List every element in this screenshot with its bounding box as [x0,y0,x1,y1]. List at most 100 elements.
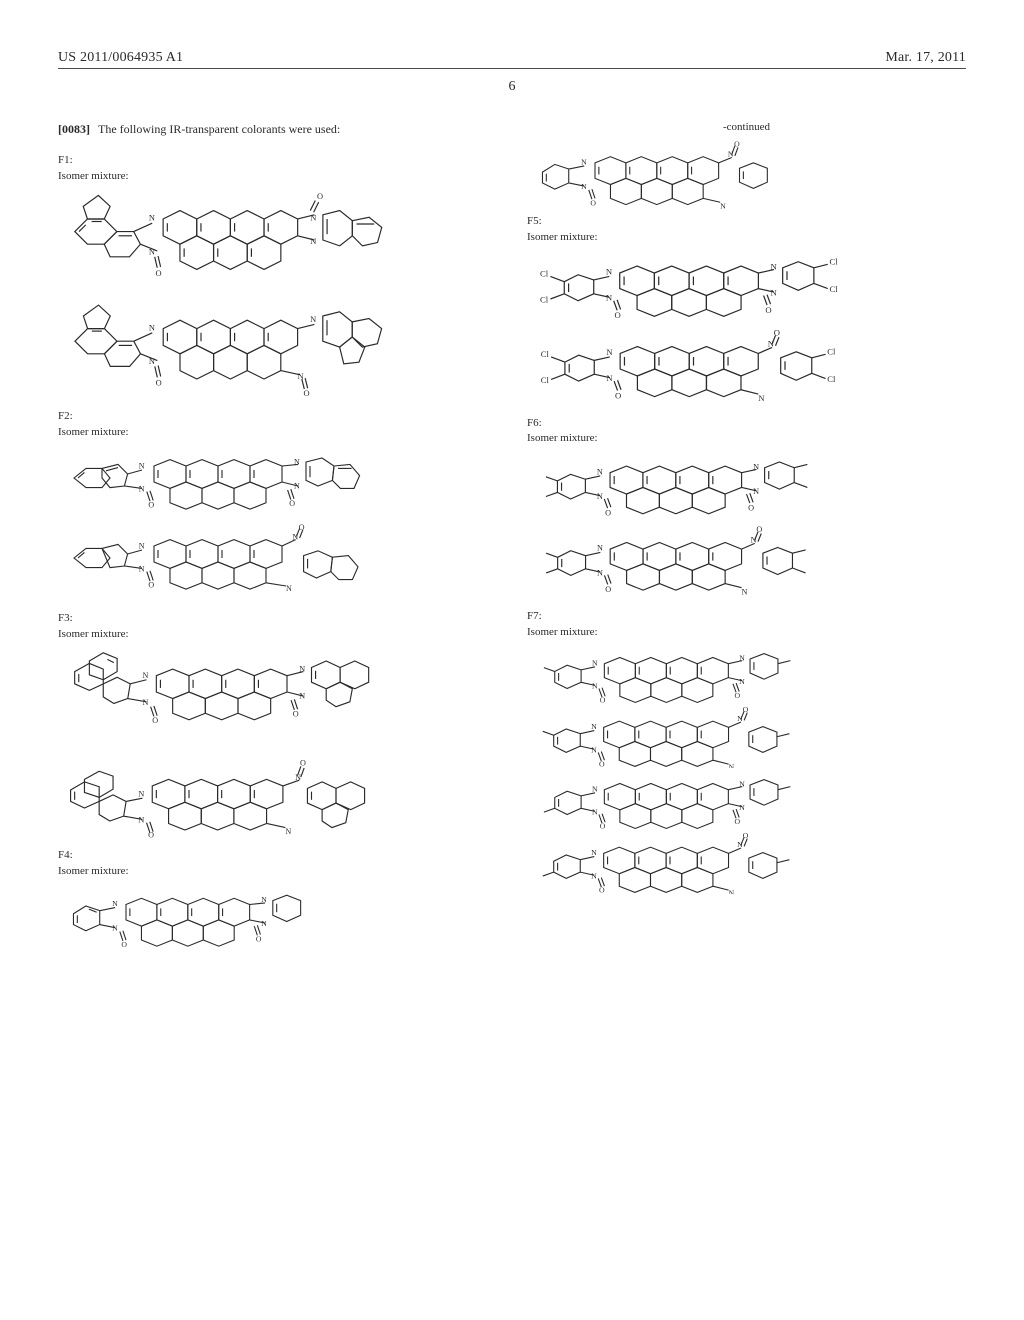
svg-text:N: N [606,373,613,383]
svg-text:N: N [768,338,775,348]
svg-text:N: N [139,541,145,550]
svg-text:N: N [149,214,155,223]
svg-text:N: N [149,357,155,366]
f1-structure-2: N N N N O O [58,295,497,400]
f4-structure-2: N N N N O O [527,137,966,215]
left-column: [0083] The following IR-transparent color… [58,121,497,965]
f2-structure-1: N N N N O O [58,442,497,522]
paragraph-number: [0083] [58,122,90,136]
svg-text:Cl: Cl [540,294,549,304]
svg-text:N: N [751,536,757,545]
continued-label: -continued [527,121,966,133]
f5-label: F5: [527,215,966,229]
svg-text:Cl: Cl [541,348,550,358]
svg-text:O: O [156,269,162,278]
f6-label: F6: [527,417,966,431]
svg-text:N: N [581,182,587,191]
svg-text:N: N [261,895,267,904]
svg-text:N: N [606,266,613,276]
svg-text:N: N [729,762,735,767]
svg-text:O: O [735,690,741,699]
svg-text:O: O [148,500,154,509]
svg-text:Cl: Cl [829,256,838,266]
f6-subtitle: Isomer mixture: [527,432,966,446]
svg-text:N: N [737,840,743,849]
svg-text:N: N [142,698,148,707]
svg-text:N: N [592,681,598,690]
svg-text:N: N [720,201,726,210]
svg-text:N: N [728,150,734,159]
svg-text:N: N [771,287,778,297]
f3-structure-1: N N N N O O [58,643,497,741]
svg-text:N: N [606,347,613,357]
svg-text:O: O [605,585,611,594]
svg-text:N: N [142,671,148,680]
svg-text:N: N [310,315,316,324]
svg-text:N: N [591,745,597,754]
f7-structure-1: N N N N O O [527,642,966,704]
paragraph-0083: [0083] The following IR-transparent color… [58,121,497,138]
svg-text:O: O [743,704,749,713]
svg-text:O: O [300,759,306,768]
f3-subtitle: Isomer mixture: [58,628,497,642]
svg-text:N: N [739,676,745,685]
f4-subtitle: Isomer mixture: [58,865,497,879]
svg-text:N: N [310,238,316,247]
svg-text:N: N [737,714,743,723]
svg-text:N: N [261,919,267,928]
svg-text:N: N [591,721,597,730]
svg-text:Cl: Cl [541,374,550,384]
svg-text:N: N [591,871,597,880]
svg-text:O: O [599,759,605,768]
svg-text:N: N [299,665,305,674]
svg-text:O: O [256,934,262,943]
svg-text:O: O [765,304,771,314]
svg-text:O: O [289,499,295,508]
svg-text:N: N [597,544,603,553]
entry-f7: F7: Isomer mixture: [527,610,966,894]
svg-text:N: N [149,248,155,257]
f7-structure-2: N N N N O O [527,704,966,768]
svg-text:N: N [285,827,291,836]
entry-f1: F1: Isomer mixture: [58,154,497,401]
svg-text:O: O [156,379,162,388]
svg-text:O: O [774,327,780,337]
f4-structure-1: N N N N O O [58,881,497,955]
svg-text:O: O [152,716,158,725]
svg-text:N: N [310,214,316,223]
svg-text:N: N [597,568,603,577]
svg-text:N: N [138,790,144,799]
f2-structure-2: N N N N O O [58,522,497,602]
svg-text:O: O [148,831,154,840]
svg-text:N: N [591,847,597,856]
svg-text:Cl: Cl [829,284,838,294]
svg-text:O: O [599,885,605,894]
entry-f4: F4: Isomer mixture: [58,849,497,955]
svg-text:N: N [149,324,155,333]
svg-text:N: N [729,888,735,893]
svg-text:N: N [138,816,144,825]
f1-subtitle: Isomer mixture: [58,170,497,184]
svg-text:O: O [317,192,323,201]
svg-text:O: O [121,940,127,949]
page-header: US 2011/0064935 A1 Mar. 17, 2011 [58,50,966,69]
f5-structure-2: Cl Cl Cl Cl N N N N O O [527,325,966,407]
svg-text:N: N [758,392,765,402]
f4-label: F4: [58,849,497,863]
svg-text:N: N [295,773,301,782]
f7-label: F7: [527,610,966,624]
publication-date: Mar. 17, 2011 [885,50,966,66]
svg-text:N: N [739,802,745,811]
svg-text:N: N [592,658,598,667]
paragraph-text: The following IR-transparent colorants w… [98,122,340,136]
svg-text:N: N [753,462,759,471]
svg-text:O: O [600,695,606,704]
svg-text:N: N [292,532,298,541]
svg-text:N: N [139,564,145,573]
svg-text:O: O [605,508,611,517]
svg-text:Cl: Cl [827,373,836,383]
svg-text:O: O [756,525,762,534]
svg-text:N: N [139,484,145,493]
svg-text:O: O [615,310,621,320]
entry-f6: F6: Isomer mixture: [527,417,966,601]
